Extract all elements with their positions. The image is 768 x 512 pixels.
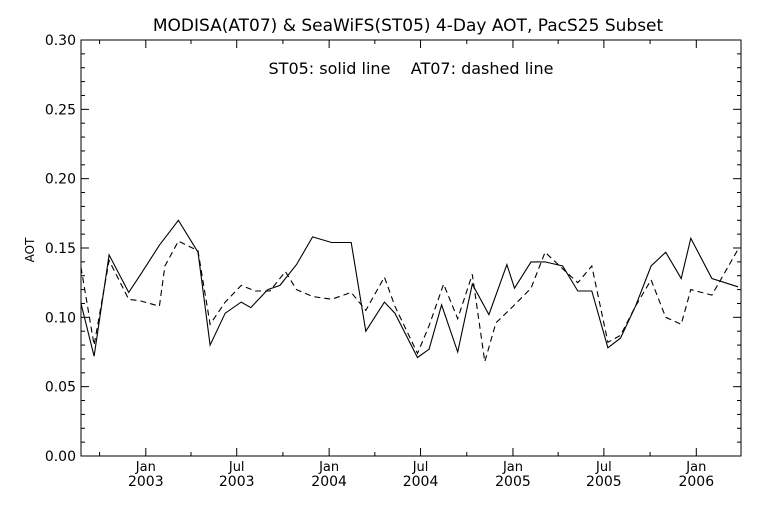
x-tick-year-label: 2003: [128, 474, 164, 490]
x-tick-month-label: Jul: [595, 460, 612, 475]
x-tick-month-label: Jan: [685, 460, 706, 475]
plot-frame: [80, 39, 742, 457]
x-tick-month-label: Jan: [318, 460, 339, 475]
x-tick-month-label: Jul: [228, 460, 245, 475]
y-tick-label: 0.00: [45, 449, 76, 465]
series-annotation: ST05: solid line AT07: dashed line: [269, 59, 554, 78]
y-tick-label: 0.30: [45, 33, 76, 49]
x-tick-month-label: Jan: [502, 460, 523, 475]
chart-title: MODISA(AT07) & SeaWiFS(ST05) 4-Day AOT, …: [153, 16, 664, 36]
x-tick-year-label: 2005: [495, 474, 531, 490]
series-layer: [80, 219, 739, 362]
y-axis-label: AOT: [23, 237, 37, 262]
y-tick-label: 0.15: [45, 241, 76, 257]
x-tick-year-label: 2006: [678, 474, 714, 490]
x-tick-year-label: 2004: [311, 474, 347, 490]
x-tick-month-label: Jan: [135, 460, 156, 475]
x-axis-ticks: Jan2003Jul2003Jan2004Jul2004Jan2005Jul20…: [99, 40, 714, 490]
y-tick-label: 0.25: [45, 102, 76, 118]
x-tick-year-label: 2005: [586, 474, 622, 490]
y-tick-label: 0.20: [45, 172, 76, 188]
x-tick-year-label: 2003: [219, 474, 255, 490]
y-axis-ticks: 0.00 0.05 0.10 0.15 0.20 0.25 0.30: [45, 33, 741, 465]
y-tick-label: 0.10: [45, 310, 76, 326]
x-tick-year-label: 2004: [403, 474, 439, 490]
x-tick-month-label: Jul: [412, 460, 429, 475]
series-line-at07: [80, 240, 739, 362]
y-tick-label: 0.05: [45, 380, 76, 396]
